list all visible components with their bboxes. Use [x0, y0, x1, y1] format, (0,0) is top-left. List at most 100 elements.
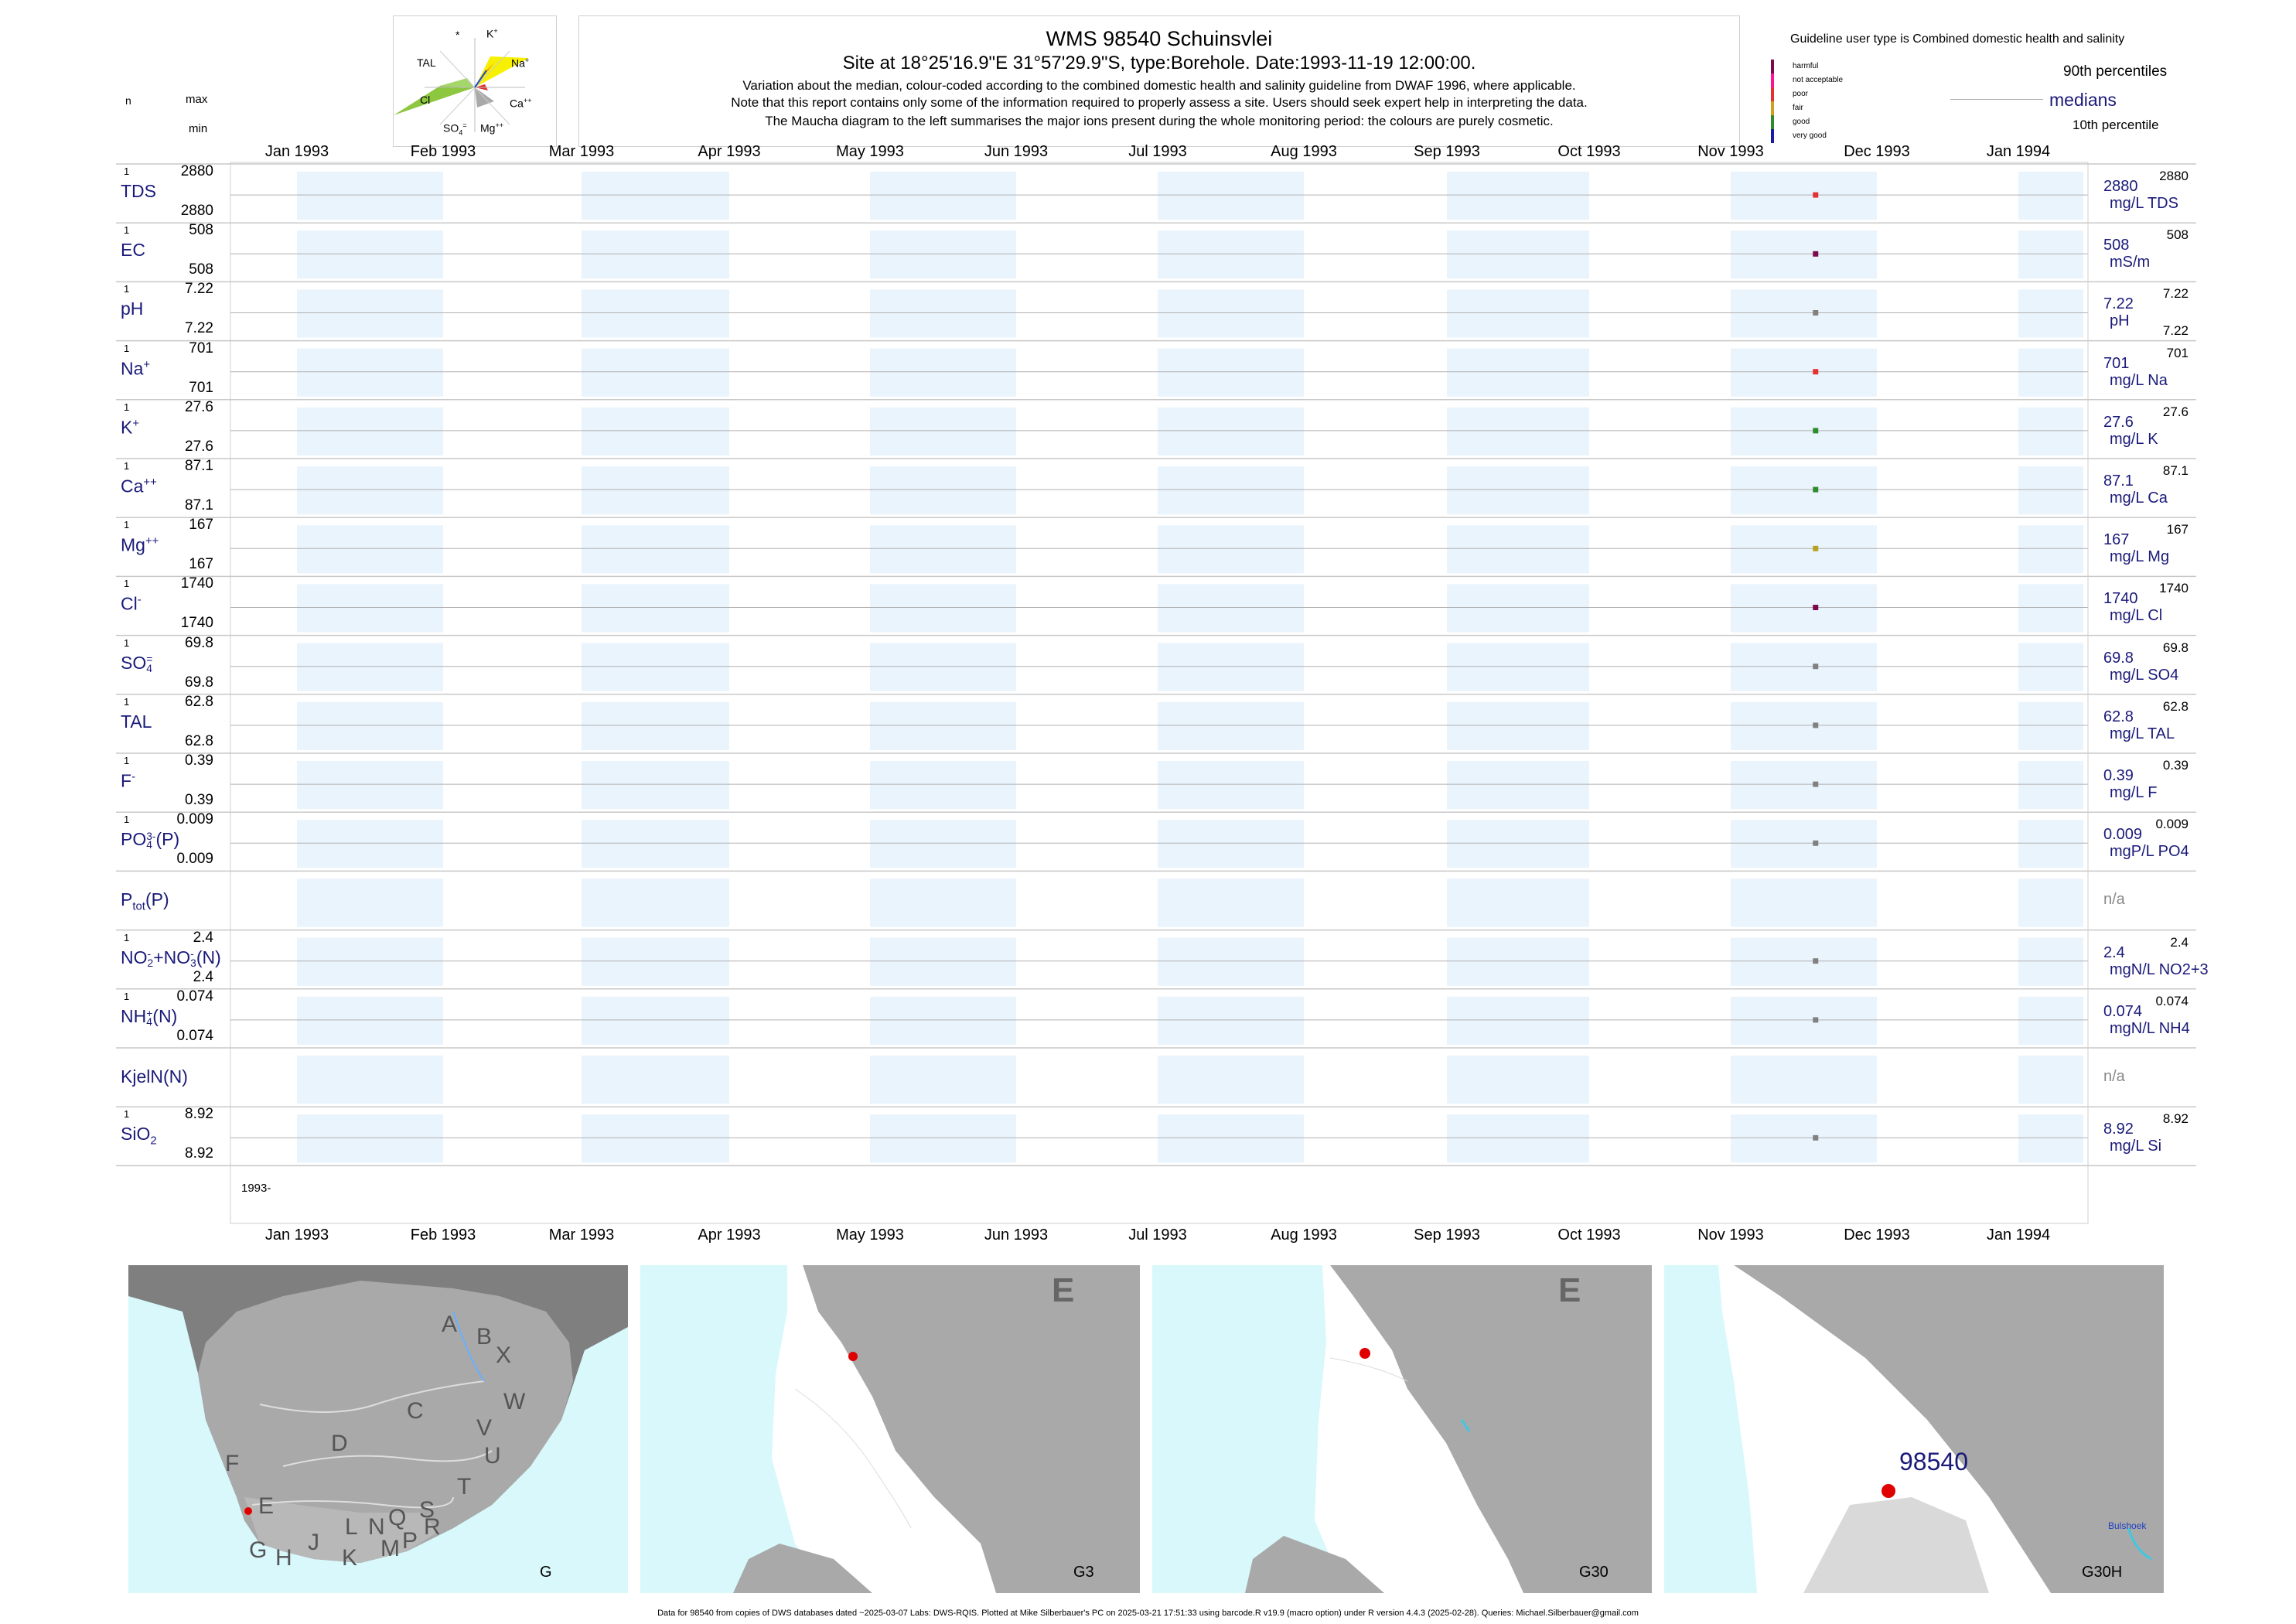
right-max: 0.074 [2155, 993, 2189, 1008]
row-name: SiO2 [121, 1124, 157, 1148]
maucha-so4-segment [440, 78, 475, 87]
legend-item: good [1793, 118, 1810, 126]
right-unit: mg/L Cl [2110, 607, 2163, 625]
row-max: 0.39 [185, 752, 213, 769]
top-month-label: Dec 1993 [1844, 143, 1910, 160]
right-median-value: 701 [2103, 354, 2130, 372]
month-band [1731, 761, 1877, 810]
month-band [582, 879, 729, 927]
map-panel-g3: E G3 [640, 1265, 1140, 1593]
region-M: M [380, 1536, 400, 1561]
month-band [1731, 937, 1877, 986]
month-band [582, 1056, 729, 1104]
month-band [1158, 820, 1304, 868]
bottom-month-label: Apr 1993 [698, 1227, 761, 1244]
maucha-svg [394, 38, 529, 132]
month-band [1447, 820, 1589, 868]
row-max: 62.8 [185, 693, 213, 710]
row-count: 1 [124, 460, 130, 472]
month-band [297, 761, 443, 810]
month-band [870, 584, 1016, 633]
month-band [1731, 996, 1877, 1045]
row-name: K+ [121, 416, 140, 438]
region-D: D [331, 1431, 348, 1456]
row-count: 1 [124, 636, 130, 649]
right-median-value: 8.92 [2103, 1121, 2134, 1138]
right-max: 8.92 [2162, 1111, 2189, 1127]
right-median-value: 508 [2103, 237, 2130, 254]
sample-point [1813, 486, 1819, 493]
right-unit: mS/m [2110, 254, 2151, 271]
right-unit: mg/L Ca [2110, 490, 2168, 507]
top-month-label: Oct 1993 [1557, 143, 1621, 160]
right-median-value: 69.8 [2103, 649, 2134, 667]
month-band [1731, 820, 1877, 868]
row-name: EC [121, 240, 145, 261]
right-max: 87.1 [2162, 463, 2189, 478]
bottom-month-label: Mar 1993 [548, 1227, 615, 1244]
header-note-1: Variation about the median, colour-coded… [742, 78, 1576, 93]
top-month-label: Jan 1993 [264, 143, 329, 160]
region-F: F [225, 1451, 240, 1476]
right-unit: mg/L TAL [2110, 725, 2175, 742]
month-band [870, 996, 1016, 1045]
right-unit: mg/L Si [2110, 1138, 2162, 1155]
row-name: NO -2 +NO -3 (N) [121, 947, 221, 969]
right-max: 69.8 [2162, 640, 2189, 655]
month-band [1158, 937, 1304, 986]
month-band [582, 996, 729, 1045]
min-header: min [189, 122, 208, 135]
right-median-value: 27.6 [2103, 413, 2134, 431]
header-note-3: The Maucha diagram to the left summarise… [765, 114, 1554, 128]
region-C: C [407, 1398, 424, 1424]
right-max: 0.39 [2162, 758, 2189, 773]
month-band [870, 525, 1016, 574]
month-band [582, 289, 729, 338]
maucha-k-label: K+ [486, 27, 498, 40]
month-band [1447, 937, 1589, 986]
month-band [870, 1114, 1016, 1163]
row-name: Ca++ [121, 476, 157, 496]
month-band [297, 407, 443, 455]
month-band [870, 466, 1016, 515]
right-unit: mgP/L PO4 [2110, 843, 2189, 861]
month-band [2018, 996, 2083, 1045]
sample-point [1813, 1017, 1819, 1023]
row-min: 0.009 [176, 851, 213, 868]
month-band [1731, 584, 1877, 633]
month-band [1731, 230, 1877, 279]
month-band [1447, 1114, 1589, 1163]
month-band [1158, 701, 1304, 750]
month-band [1731, 1056, 1877, 1104]
month-band [1447, 407, 1589, 455]
month-band [2018, 701, 2083, 750]
median-line-sample [1950, 99, 2043, 100]
right-median-value: 62.8 [2103, 708, 2134, 725]
south-africa-map [128, 1265, 628, 1563]
month-band [1731, 525, 1877, 574]
map-panel-4-label: G30H [2082, 1564, 2123, 1581]
bottom-month-label: Jan 1993 [264, 1227, 329, 1244]
month-band [297, 584, 443, 633]
site-marker-overview [244, 1507, 252, 1515]
month-band [1731, 701, 1877, 750]
region-label-g30: E [1558, 1271, 1581, 1309]
month-band [297, 1114, 443, 1163]
row-min: 0.39 [185, 792, 213, 808]
month-band [2018, 1114, 2083, 1163]
bottom-month-label: Dec 1993 [1844, 1227, 1910, 1244]
month-band [2018, 289, 2083, 338]
maucha-cl-label: Cl [420, 94, 431, 106]
row-max: 1740 [180, 575, 213, 592]
sample-point [1813, 664, 1819, 670]
right-max: 0.009 [2155, 817, 2189, 832]
month-band [1447, 643, 1589, 691]
maucha-na-segment [475, 56, 529, 87]
region-V: V [476, 1415, 493, 1441]
legend-item: harmful [1793, 62, 1819, 70]
legend-item: not acceptable [1793, 76, 1844, 84]
right-unit: mg/L F [2110, 784, 2158, 801]
right-max: 167 [2166, 522, 2189, 537]
region-S: S [419, 1497, 435, 1523]
bottom-month-label: May 1993 [836, 1227, 904, 1244]
